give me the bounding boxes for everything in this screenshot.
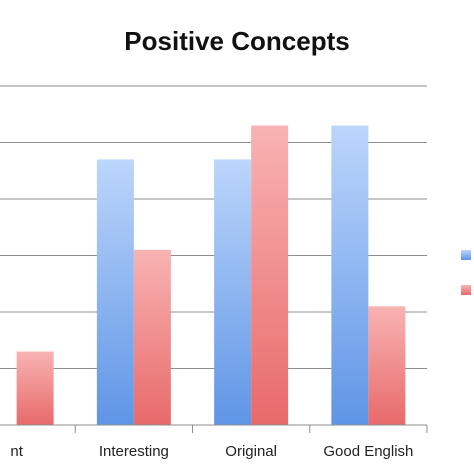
bar-series2-interesting [133,249,171,425]
x-tick-label: nt [10,443,23,460]
x-tick-labels: nt Interesting Original Good English [10,443,413,460]
x-tick-label: Interesting [99,443,169,460]
bars [16,125,406,426]
bar-series2-good-english [368,306,406,425]
bar-series2-original [251,125,289,426]
legend-swatch-series1 [461,250,471,260]
bar-series1-good-english [331,125,369,426]
legend [461,250,471,295]
bar-series2-relevant [16,351,54,425]
bar-series1-original [214,159,252,425]
x-tick-label: Good English [323,443,413,460]
x-axis [0,424,428,433]
bar-series1-interesting [96,159,134,425]
x-tick-label: Original [225,443,277,460]
legend-swatch-series2 [461,285,471,295]
chart-title: Positive Concepts [124,26,350,56]
